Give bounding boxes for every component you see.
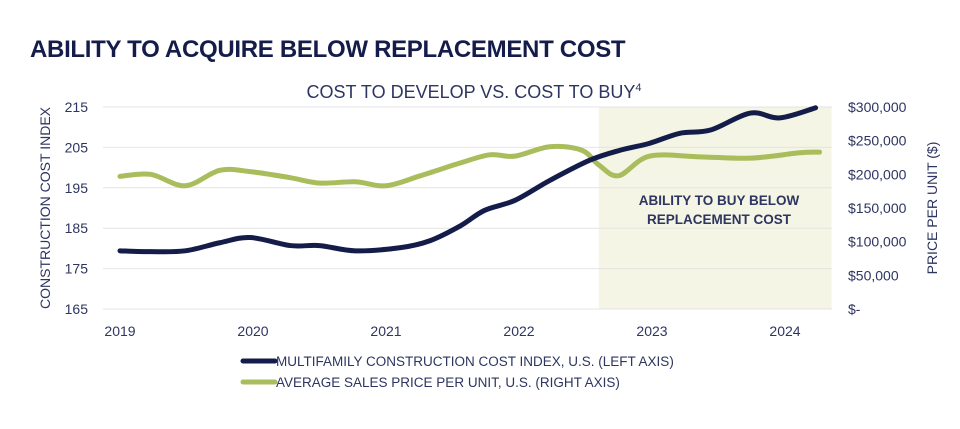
series-line-construction-cost [117,105,819,255]
x-tick-label: 2023 [636,323,667,339]
page-title: ABILITY TO ACQUIRE BELOW REPLACEMENT COS… [30,36,626,63]
y2-tick-label: $300,000 [848,99,907,115]
series-line-sales-price [117,143,823,189]
y-tick-label: 185 [65,220,89,236]
x-tick-label: 2024 [769,323,800,339]
y-axis-label: CONSTRUCTION COST INDEX [37,106,53,309]
y-tick-label: 215 [65,99,89,115]
y-tick-label: 205 [65,139,89,155]
x-tick-label: 2022 [503,323,534,339]
shaded-region [598,107,832,309]
legend-label: MULTIFAMILY CONSTRUCTION COST INDEX, U.S… [276,354,674,369]
y2-tick-label: $100,000 [848,234,907,250]
y2-tick-label: $150,000 [848,200,907,216]
x-tick-label: 2019 [104,323,135,339]
shaded-region-label: REPLACEMENT COST [647,212,792,227]
legend-label: AVERAGE SALES PRICE PER UNIT, U.S. (RIGH… [276,375,620,390]
chart-title: COST TO DEVELOP VS. COST TO BUY4 [307,82,642,102]
y-tick-label: 195 [65,180,89,196]
y2-tick-label: $200,000 [848,166,907,182]
y-tick-label: 165 [65,301,89,317]
y2-tick-label: $- [848,301,861,317]
y2-tick-label: $50,000 [848,267,899,283]
x-tick-label: 2020 [237,323,268,339]
title-superscript: 4 [635,82,641,94]
y-tick-label: 175 [65,261,89,277]
shaded-region-label: ABILITY TO BUY BELOW [639,193,800,208]
y2-axis-label: PRICE PER UNIT ($) [924,142,940,275]
x-tick-label: 2021 [370,323,401,339]
y2-tick-label: $250,000 [848,133,907,149]
